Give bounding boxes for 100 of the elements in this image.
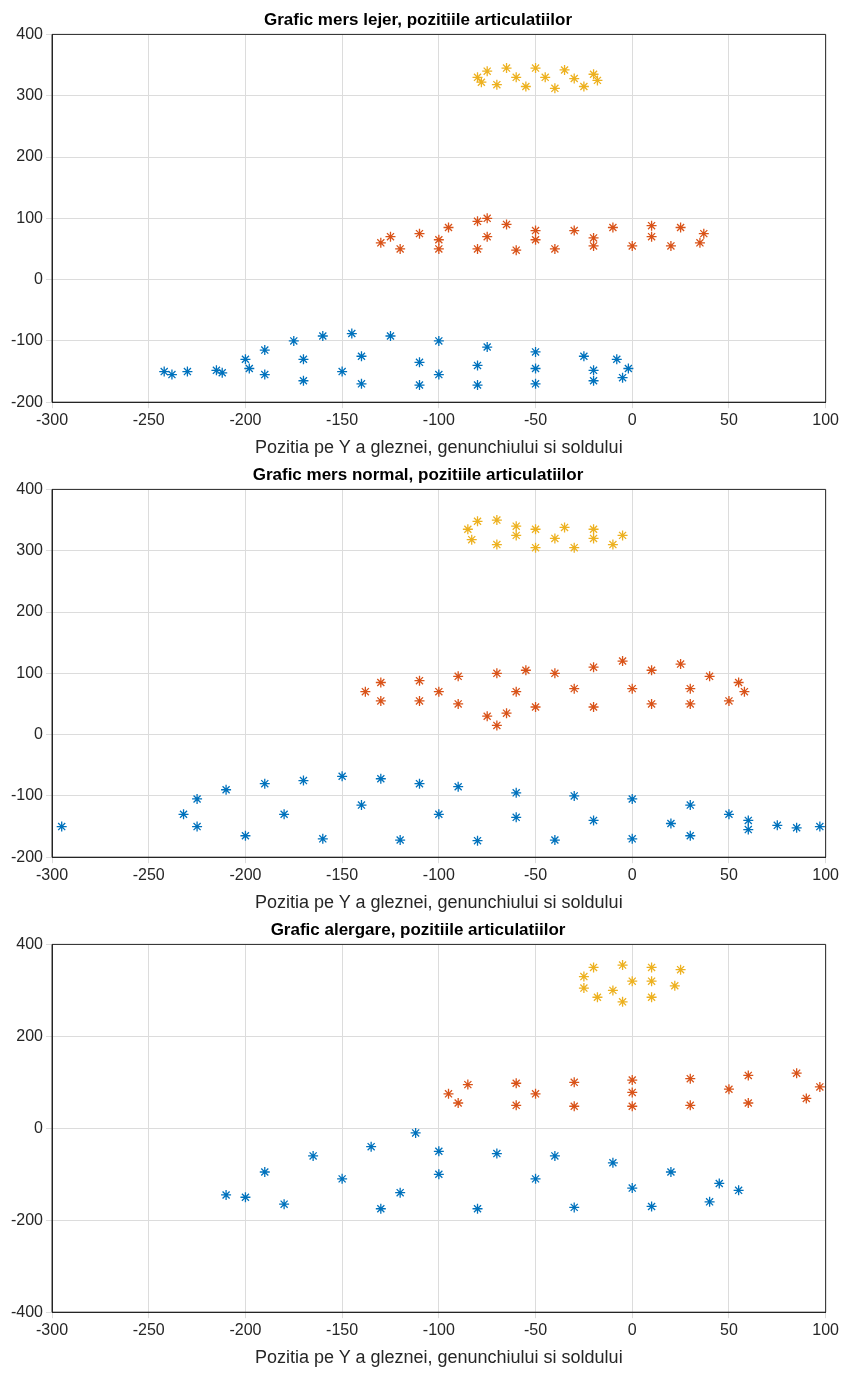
x-tick-label: -150: [326, 411, 359, 429]
point: [346, 327, 358, 340]
point: [413, 777, 426, 790]
y-tick-label: -200: [10, 392, 44, 410]
point: [433, 243, 445, 255]
point: [587, 375, 600, 387]
point: [491, 667, 503, 679]
point: [177, 808, 190, 820]
point: [259, 777, 271, 790]
point: [181, 365, 194, 378]
point: [413, 675, 426, 687]
point: [413, 356, 426, 369]
point: [607, 221, 619, 234]
point: [674, 964, 687, 976]
point: [622, 362, 635, 375]
point: [471, 379, 484, 391]
point: [471, 1203, 484, 1215]
y-tick-label: 200: [16, 1026, 44, 1044]
point: [578, 80, 590, 93]
y-tick-label: -200: [10, 847, 44, 865]
point: [433, 1145, 445, 1157]
point: [616, 529, 629, 542]
point: [462, 1078, 474, 1091]
point: [365, 1141, 377, 1153]
point: [355, 378, 368, 390]
point: [558, 64, 571, 76]
point: [394, 243, 406, 255]
x-tick-label: -50: [523, 866, 548, 884]
point: [539, 71, 551, 83]
x-tick-label: -300: [36, 411, 69, 429]
point: [814, 820, 826, 833]
point: [549, 1150, 561, 1162]
x-tick-label: 0: [627, 411, 637, 429]
point: [375, 1203, 387, 1215]
point: [336, 770, 348, 782]
point: [591, 991, 604, 1003]
point: [771, 819, 783, 831]
point: [510, 787, 522, 799]
point: [433, 335, 445, 347]
y-tick-label: 100: [16, 208, 44, 226]
point: [239, 353, 252, 365]
y-tick-label: 0: [34, 1118, 44, 1136]
point: [684, 830, 696, 842]
point: [510, 71, 522, 83]
point: [587, 961, 600, 974]
point: [616, 996, 629, 1008]
point: [549, 82, 561, 94]
x-tick-label: 0: [627, 1321, 637, 1339]
x-tick-label: -50: [523, 411, 548, 429]
point: [684, 1099, 696, 1111]
point: [587, 814, 600, 827]
point: [491, 79, 503, 91]
point: [471, 515, 484, 527]
point: [626, 1100, 638, 1112]
point: [607, 1157, 619, 1169]
point: [800, 1092, 812, 1105]
point: [587, 232, 600, 244]
point: [442, 1088, 455, 1100]
x-tick-label: -250: [132, 1321, 165, 1339]
point: [742, 823, 754, 836]
chart-title: Grafic mers lejer, pozitiile articulatiilor: [263, 9, 573, 29]
x-tick-label: 50: [720, 411, 738, 429]
point: [645, 1200, 658, 1213]
point: [698, 227, 710, 240]
point: [616, 655, 629, 667]
point: [510, 1099, 522, 1111]
point: [433, 1168, 445, 1180]
point: [491, 538, 503, 551]
y-tick-label: 200: [16, 602, 44, 620]
x-tick-label: -100: [422, 1321, 455, 1339]
chart-title: Grafic mers normal, pozitiile articulatiilor: [252, 464, 584, 484]
point: [645, 664, 658, 676]
point: [191, 820, 203, 833]
point: [297, 774, 310, 787]
y-tick-label: -100: [10, 786, 44, 804]
point: [481, 341, 493, 353]
point: [694, 237, 706, 249]
x-tick-label: 100: [812, 411, 840, 429]
x-tick-label: 50: [720, 866, 738, 884]
point: [336, 1173, 348, 1185]
point: [645, 991, 658, 1003]
point: [549, 532, 561, 545]
point: [674, 221, 687, 234]
point: [626, 1182, 638, 1194]
point: [307, 1150, 319, 1162]
point: [665, 1166, 677, 1178]
point: [529, 362, 542, 375]
point: [56, 820, 68, 833]
point: [317, 330, 329, 342]
point: [607, 984, 619, 997]
point: [529, 541, 542, 554]
point: [278, 1198, 290, 1210]
point: [529, 1173, 542, 1185]
point: [433, 808, 445, 820]
point: [384, 231, 397, 243]
point: [529, 378, 542, 390]
point: [239, 1191, 252, 1203]
x-tick-label: 50: [720, 1321, 738, 1339]
y-tick-label: 200: [16, 147, 44, 165]
point: [549, 243, 561, 255]
